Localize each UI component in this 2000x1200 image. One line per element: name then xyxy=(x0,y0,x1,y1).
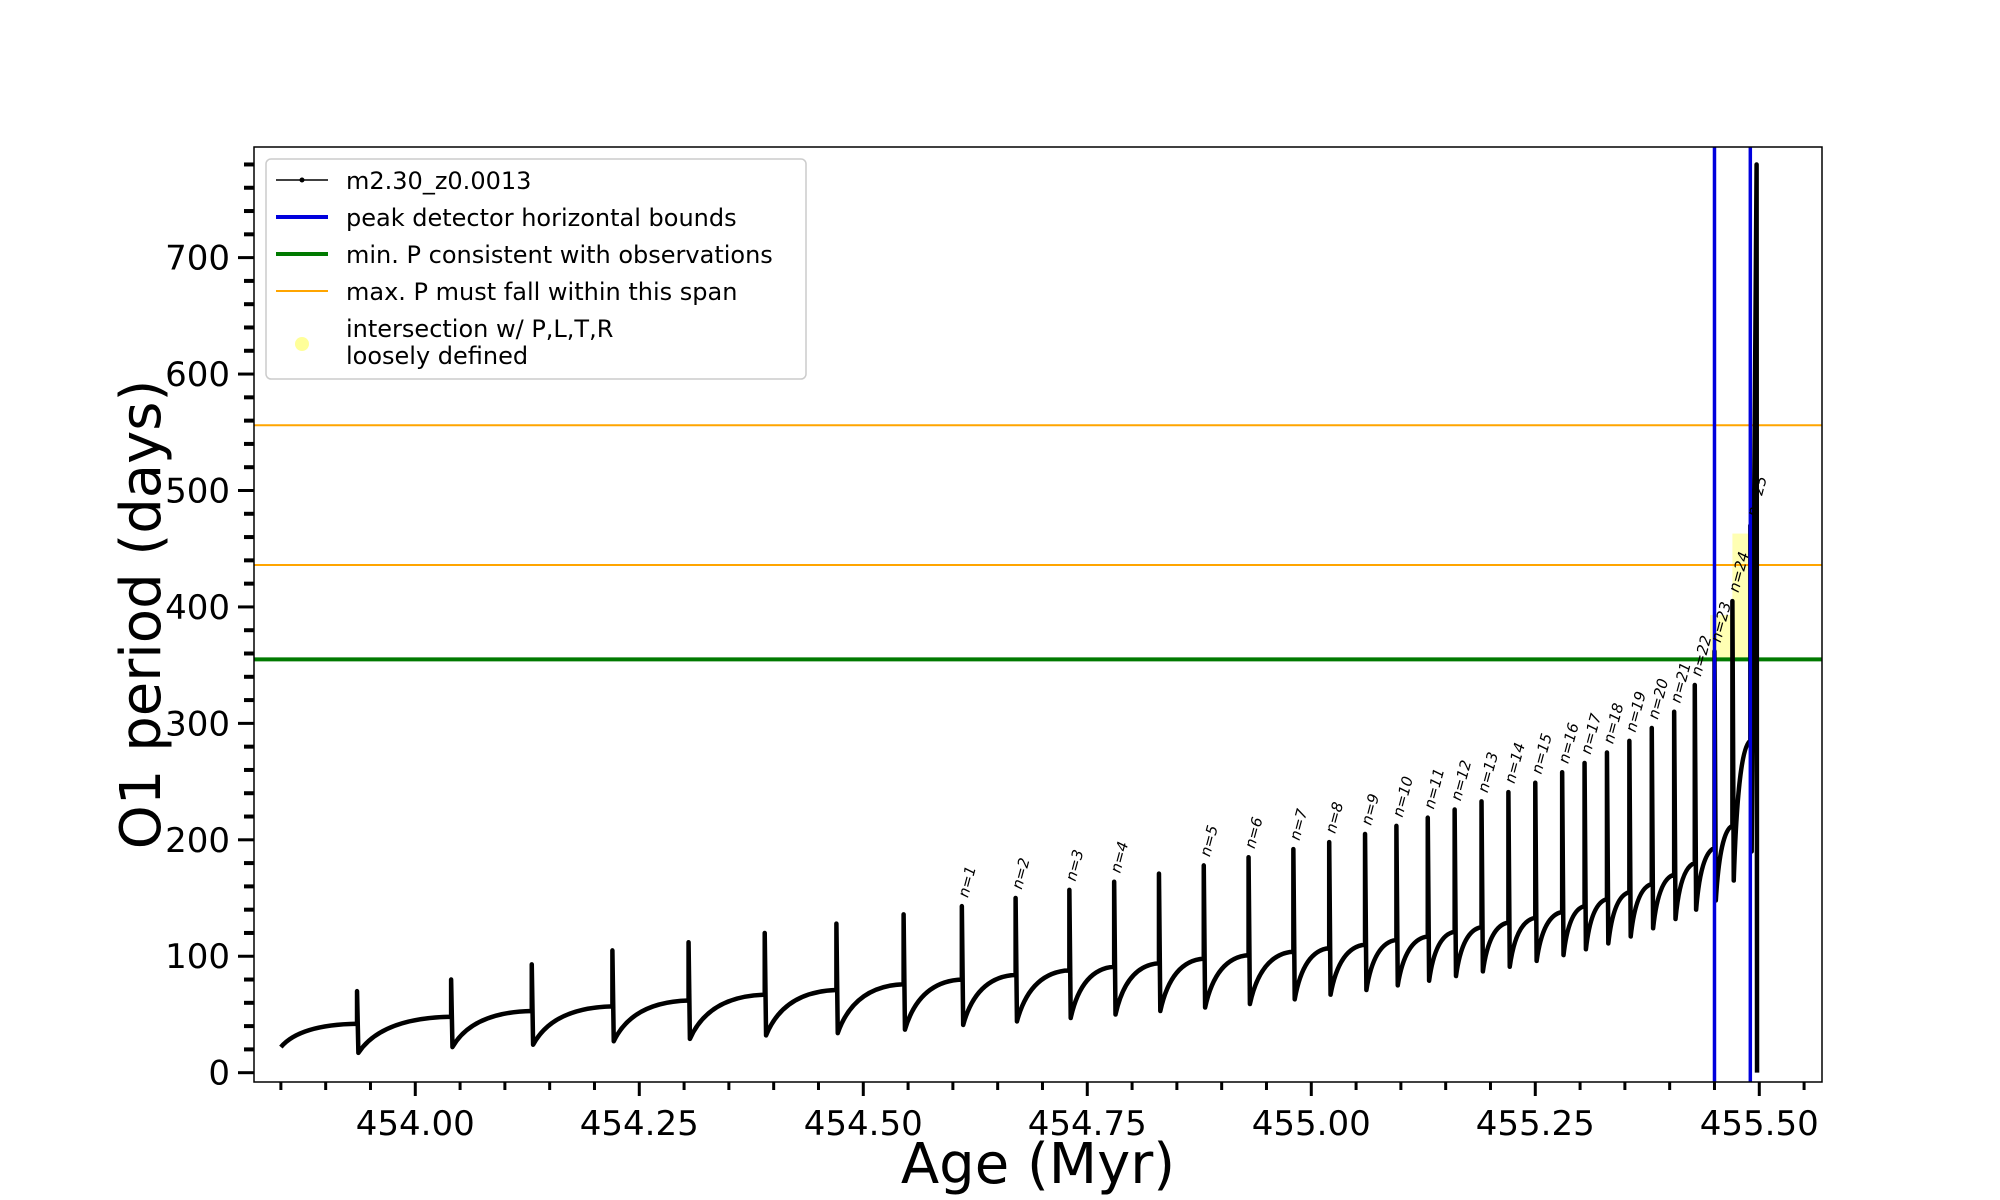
legend-label-0: m2.30_z0.0013 xyxy=(346,167,531,195)
pulse-label-22: n=14 xyxy=(1501,741,1529,785)
x-tick-label-4: 455.00 xyxy=(1252,1104,1371,1144)
y-axis-label: O1 period (days) xyxy=(109,380,174,850)
legend-label-2: min. P consistent with observations xyxy=(346,241,773,269)
pulse-label-18: n=10 xyxy=(1389,774,1417,818)
x-tick-label-5: 455.25 xyxy=(1476,1104,1595,1144)
pulse-label-8: n=1 xyxy=(954,864,980,899)
pulse-label-16: n=8 xyxy=(1322,800,1348,835)
pulse-label-11: n=4 xyxy=(1107,840,1133,875)
x-tick-label-1: 454.25 xyxy=(580,1104,699,1144)
pulse-label-19: n=11 xyxy=(1420,766,1448,810)
pulse-label-21: n=13 xyxy=(1474,750,1502,794)
legend-swatch-intersection xyxy=(295,337,309,351)
y-tick-label-1: 100 xyxy=(165,937,230,977)
vertical-bound-lines xyxy=(1712,147,1753,1082)
x-tick-label-0: 454.00 xyxy=(356,1104,475,1144)
pulse-label-23: n=15 xyxy=(1528,731,1556,775)
pulse-label-15: n=7 xyxy=(1286,807,1312,843)
x-tick-label-6: 455.50 xyxy=(1700,1104,1819,1144)
plot-frame xyxy=(253,146,1823,1083)
y-tick-label-2: 200 xyxy=(165,821,230,861)
legend-label-4: intersection w/ P,L,T,R xyxy=(346,315,613,343)
pulse-label-9: n=2 xyxy=(1008,856,1034,891)
pulse-label-20: n=12 xyxy=(1447,758,1475,802)
x-tick-label-3: 454.75 xyxy=(1028,1104,1147,1144)
horizontal-reference-lines xyxy=(254,424,1822,662)
pulse-label-13: n=5 xyxy=(1196,823,1222,858)
legend-label-1: peak detector horizontal bounds xyxy=(346,204,737,232)
series-line xyxy=(279,162,1760,1073)
legend-label-3: max. P must fall within this span xyxy=(346,278,737,306)
y-axis: 0 100 200 300 400 500 600 700 xyxy=(165,162,254,1094)
pulse-label-17: n=9 xyxy=(1358,792,1384,827)
x-axis-label: Age (Myr) xyxy=(901,1132,1175,1197)
y-tick-label-7: 700 xyxy=(165,239,230,279)
y-tick-label-4: 400 xyxy=(165,588,230,628)
x-tick-label-2: 454.50 xyxy=(804,1104,923,1144)
legend-swatch-marker xyxy=(299,177,305,183)
y-tick-label-3: 300 xyxy=(165,704,230,744)
legend-label-4-line2: loosely defined xyxy=(346,342,528,370)
legend-box xyxy=(265,158,807,380)
pulse-labels: n=1 n=2 n=3 n=4 n=5 n=6 n=7 n=8 n=9 n=10 n=11n=12n… xyxy=(954,474,1771,899)
y-tick-label-0: 0 xyxy=(208,1054,230,1094)
x-axis: 454.00 454.25 454.50 454.75 455.00 455.25 455.… xyxy=(279,1082,1819,1144)
pulse-label-14: n=6 xyxy=(1241,815,1267,850)
y-tick-label-6: 600 xyxy=(165,355,230,395)
pulse-label-33: n=25 xyxy=(1743,474,1771,518)
data-series xyxy=(279,162,1760,1073)
y-tick-label-5: 500 xyxy=(165,471,230,511)
pulse-label-10: n=3 xyxy=(1062,848,1088,883)
